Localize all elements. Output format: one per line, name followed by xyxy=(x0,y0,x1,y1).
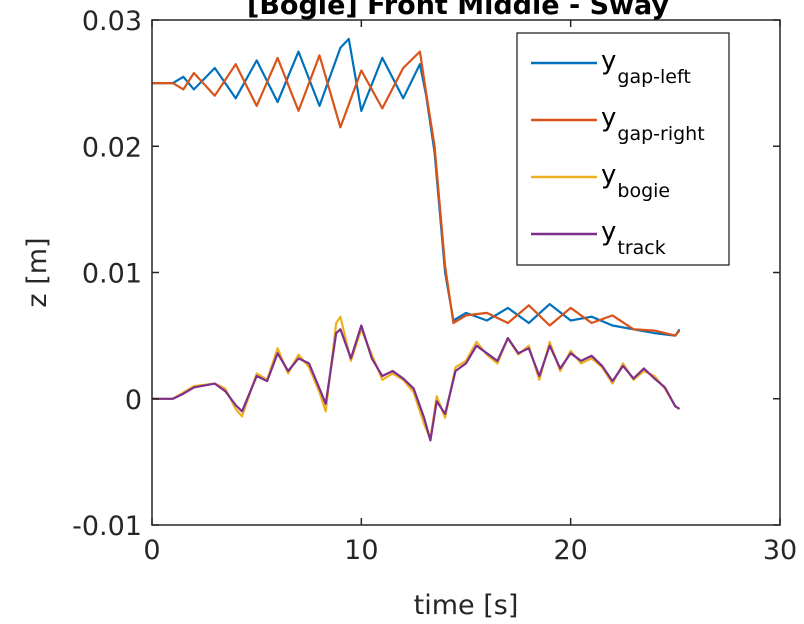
y-tick-label: 0.03 xyxy=(82,6,142,37)
series-line-gap-left xyxy=(152,37,681,337)
x-tick-label: 0 xyxy=(143,535,160,566)
x-tick-label: 20 xyxy=(553,535,587,566)
series-line-bogie xyxy=(152,315,681,441)
y-tick-label: 0 xyxy=(125,385,142,416)
legend-entry: ybogie xyxy=(601,160,670,202)
x-tick-label: 30 xyxy=(763,535,797,566)
legend-entry: ygap-left xyxy=(601,46,691,88)
x-tick-label: 10 xyxy=(344,535,378,566)
legend: ygap-left ygap-right ybogie ytrack xyxy=(516,32,730,266)
x-axis-label: time [s] xyxy=(414,590,519,621)
y-tick-label: 0.01 xyxy=(82,259,142,290)
y-tick-label: -0.01 xyxy=(72,511,142,542)
legend-entry: ygap-right xyxy=(601,103,705,145)
series-line-gap-right xyxy=(152,50,681,337)
chart-title: [Bogie] Front Middle - Sway xyxy=(247,0,669,21)
plot-area xyxy=(152,37,681,442)
y-axis-label: z [m] xyxy=(22,237,53,307)
series-line-track xyxy=(152,324,681,442)
y-tick-label: 0.02 xyxy=(82,132,142,163)
legend-entry: ytrack xyxy=(601,217,666,259)
legend-box xyxy=(516,32,730,266)
